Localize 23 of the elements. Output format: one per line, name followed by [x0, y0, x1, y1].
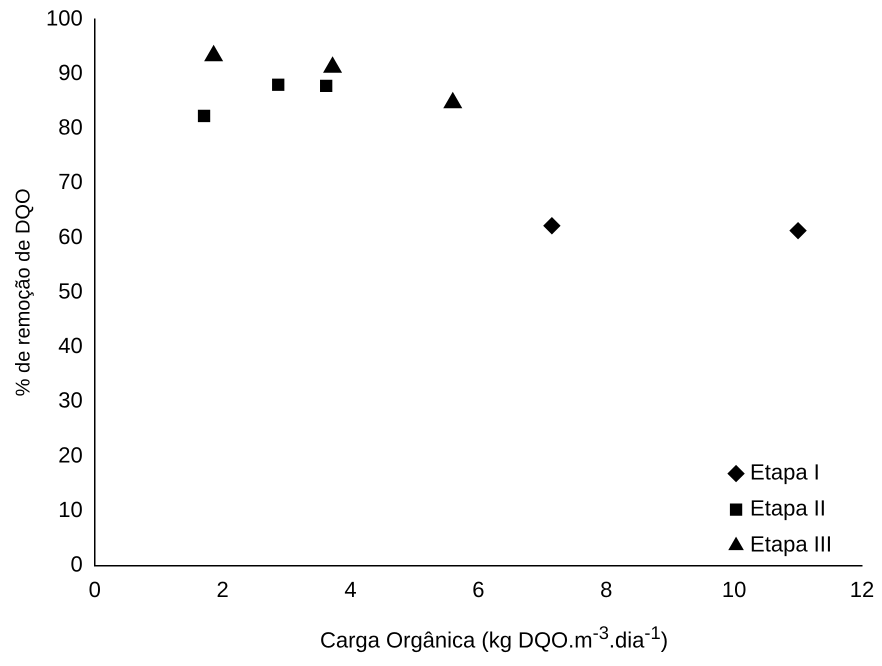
- y-tick-label: 70: [58, 169, 83, 194]
- y-tick-label: 80: [58, 114, 83, 140]
- x-tick-label: 8: [600, 576, 612, 602]
- y-tick-label: 50: [58, 278, 83, 304]
- y-tick-label: 60: [58, 224, 83, 249]
- legend-label: Etapa III: [750, 532, 832, 557]
- legend-label: Etapa I: [750, 460, 820, 485]
- y-tick-label: 20: [58, 442, 83, 468]
- y-tick-label: 90: [58, 60, 83, 85]
- y-tick-label: 30: [58, 388, 83, 413]
- y-tick-label: 10: [58, 497, 83, 522]
- y-tick-label: 40: [58, 333, 83, 358]
- x-tick-label: 0: [88, 576, 101, 602]
- x-tick-label: 12: [850, 576, 874, 602]
- y-axis-title: % de remoção de DQO: [12, 188, 35, 396]
- x-tick-label: 6: [472, 576, 484, 602]
- y-tick-label: 0: [70, 552, 83, 577]
- x-tick-label: 4: [344, 576, 357, 602]
- x-tick-label: 10: [722, 576, 746, 602]
- x-axis-title: Carga Orgânica (kg DQO.m$^{-3}$.dia$^{-1}$): [318, 622, 670, 654]
- legend-label: Etapa II: [750, 496, 826, 521]
- y-tick-label: 100: [46, 5, 83, 30]
- x-tick-label: 2: [216, 576, 229, 602]
